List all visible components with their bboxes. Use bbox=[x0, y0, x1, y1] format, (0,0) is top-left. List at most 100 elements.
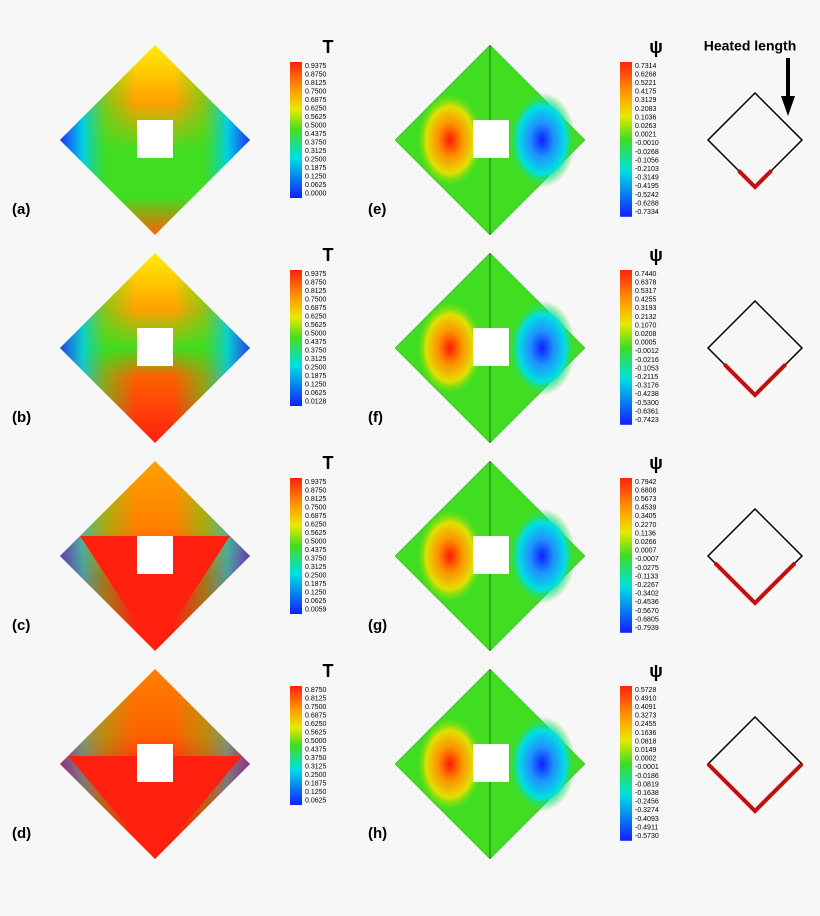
level-label: 0.4375 bbox=[305, 746, 327, 753]
level-label: 0.0263 bbox=[635, 123, 657, 130]
level-label: -0.2267 bbox=[635, 582, 659, 589]
level-label: 0.1875 bbox=[305, 373, 327, 380]
level-label: 0.0625 bbox=[305, 390, 327, 397]
colorbar bbox=[290, 686, 302, 805]
level-label: 0.1036 bbox=[635, 114, 657, 121]
level-label: 0.3129 bbox=[635, 97, 657, 104]
level-label: -0.3274 bbox=[635, 807, 659, 814]
level-label: -0.7334 bbox=[635, 209, 659, 216]
level-label: 0.6250 bbox=[305, 313, 327, 320]
hot-region bbox=[68, 756, 242, 859]
vortex-negative bbox=[508, 716, 576, 812]
colorbar-title: T bbox=[323, 453, 334, 473]
schematic bbox=[706, 507, 804, 605]
level-label: -0.4536 bbox=[635, 599, 659, 606]
level-label: 0.6268 bbox=[635, 71, 657, 78]
cylinder bbox=[473, 120, 509, 158]
level-label: 0.0007 bbox=[635, 548, 657, 555]
level-label: 0.3750 bbox=[305, 347, 327, 354]
level-label: 0.0128 bbox=[305, 398, 327, 405]
level-label: 0.3125 bbox=[305, 564, 327, 571]
level-label: 0.0005 bbox=[635, 340, 657, 347]
level-label: 0.6250 bbox=[305, 521, 327, 528]
level-label: 0.2132 bbox=[635, 314, 657, 321]
level-label: 0.2500 bbox=[305, 772, 327, 779]
level-label: 0.8750 bbox=[305, 687, 327, 694]
level-label: 0.7500 bbox=[305, 504, 327, 511]
level-label: -0.1056 bbox=[635, 157, 659, 164]
heated-wall bbox=[723, 363, 787, 398]
vortex-negative bbox=[508, 508, 576, 604]
level-label: -0.4093 bbox=[635, 816, 659, 823]
level-label: 0.0149 bbox=[635, 747, 657, 754]
level-label: 0.2500 bbox=[305, 572, 327, 579]
level-label: 0.7500 bbox=[305, 704, 327, 711]
level-label: 0.3125 bbox=[305, 356, 327, 363]
panel-label: (b) bbox=[12, 409, 31, 426]
level-label: 0.3193 bbox=[635, 305, 657, 312]
level-label: 0.7500 bbox=[305, 88, 327, 95]
schematic bbox=[706, 299, 804, 397]
hot-region bbox=[80, 536, 230, 651]
level-label: 0.8750 bbox=[305, 487, 327, 494]
level-label: 0.6808 bbox=[635, 487, 657, 494]
level-label: -0.2456 bbox=[635, 799, 659, 806]
level-label: 0.0625 bbox=[305, 598, 327, 605]
level-label: -0.5730 bbox=[635, 833, 659, 840]
cylinder bbox=[473, 328, 509, 366]
heated-wall bbox=[713, 561, 797, 606]
heated-wall bbox=[706, 762, 804, 814]
vortex-positive bbox=[416, 508, 484, 604]
level-label: 0.1250 bbox=[305, 173, 327, 180]
level-label: -0.4911 bbox=[635, 824, 658, 831]
level-label: -0.1053 bbox=[635, 365, 659, 372]
level-label: 0.5000 bbox=[305, 330, 327, 337]
level-label: -0.0819 bbox=[635, 781, 659, 788]
level-label: 0.5000 bbox=[305, 738, 327, 745]
level-label: 0.1636 bbox=[635, 730, 657, 737]
level-label: 0.7500 bbox=[305, 296, 327, 303]
colorbar bbox=[290, 270, 302, 406]
level-label: 0.8750 bbox=[305, 71, 327, 78]
level-label: 0.3125 bbox=[305, 763, 327, 770]
panel-label: (a) bbox=[12, 201, 30, 218]
level-label: 0.9375 bbox=[305, 479, 327, 486]
schematic bbox=[706, 715, 804, 813]
level-label: 0.0625 bbox=[305, 797, 327, 804]
level-label: -0.7423 bbox=[635, 417, 659, 424]
level-label: 0.2083 bbox=[635, 106, 657, 113]
level-label: 0.4091 bbox=[635, 704, 657, 711]
panel-label: (h) bbox=[368, 825, 387, 842]
colorbar bbox=[620, 478, 632, 633]
level-label: 0.1875 bbox=[305, 165, 327, 172]
level-label: -0.4195 bbox=[635, 183, 659, 190]
colorbar-title: ψ bbox=[649, 245, 663, 265]
cylinder bbox=[473, 536, 509, 574]
level-label: -0.3176 bbox=[635, 383, 659, 390]
level-label: 0.4375 bbox=[305, 547, 327, 554]
level-label: -0.0007 bbox=[635, 556, 659, 563]
level-label: 0.1875 bbox=[305, 581, 327, 588]
vortex-positive bbox=[416, 92, 484, 188]
arrow-head bbox=[781, 96, 795, 116]
level-label: 0.2270 bbox=[635, 522, 657, 529]
level-label: 0.0059 bbox=[305, 606, 327, 613]
level-label: 0.1070 bbox=[635, 322, 657, 329]
level-label: 0.0208 bbox=[635, 331, 657, 338]
level-label: 0.6875 bbox=[305, 305, 327, 312]
level-label: 0.8125 bbox=[305, 288, 327, 295]
cylinder bbox=[137, 328, 173, 366]
level-label: 0.5000 bbox=[305, 122, 327, 129]
level-label: 0.3273 bbox=[635, 713, 657, 720]
level-label: -0.5242 bbox=[635, 192, 659, 199]
level-label: 0.5625 bbox=[305, 322, 327, 329]
level-label: 0.9375 bbox=[305, 271, 327, 278]
level-label: -0.2103 bbox=[635, 166, 659, 173]
level-label: 0.8750 bbox=[305, 279, 327, 286]
level-label: 0.4375 bbox=[305, 131, 327, 138]
level-label: -0.7939 bbox=[635, 625, 659, 632]
colorbar bbox=[620, 270, 632, 425]
level-label: 0.7314 bbox=[635, 63, 657, 70]
level-label: 0.2500 bbox=[305, 364, 327, 371]
level-label: 0.1250 bbox=[305, 789, 327, 796]
